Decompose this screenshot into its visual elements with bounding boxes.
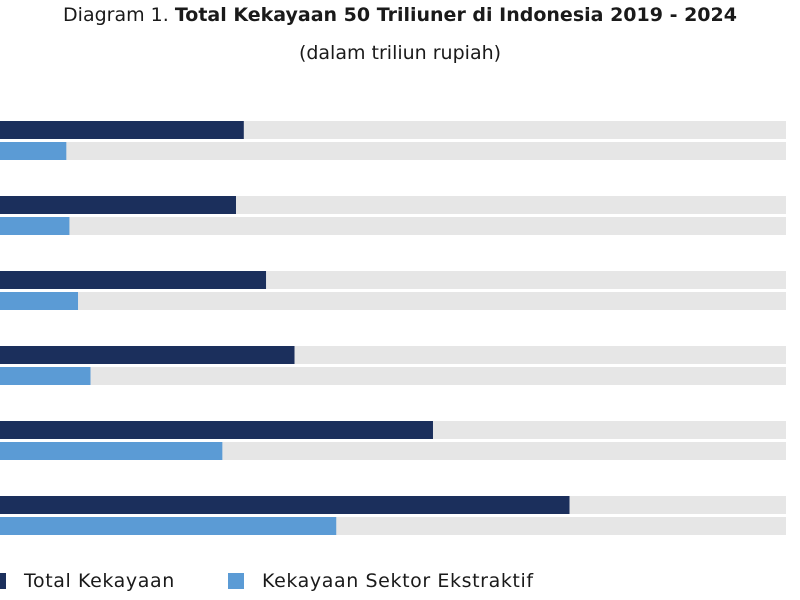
legend-label-total: Total Kekayaan xyxy=(24,570,175,592)
bar-ekstraktif-5 xyxy=(0,517,337,535)
legend-label-ekstraktif: Kekayaan Sektor Ekstraktif xyxy=(262,570,534,592)
bar-total-1 xyxy=(0,196,236,214)
bar-ekstraktif-0 xyxy=(0,142,67,160)
bar-ekstraktif-4 xyxy=(0,442,223,460)
chart-title-prefix: Diagram 1. xyxy=(63,4,175,26)
bar-track-ekstraktif-0 xyxy=(0,142,786,160)
legend-swatch-ekstraktif xyxy=(228,573,244,589)
bar-total-4 xyxy=(0,421,433,439)
bar-ekstraktif-1 xyxy=(0,217,70,235)
bar-ekstraktif-3 xyxy=(0,367,91,385)
chart-subtitle: (dalam triliun rupiah) xyxy=(298,42,502,64)
bar-total-3 xyxy=(0,346,295,364)
bar-total-0 xyxy=(0,121,244,139)
bar-total-2 xyxy=(0,271,267,289)
bar-track-ekstraktif-3 xyxy=(0,367,786,385)
legend-item-ekstraktif: Kekayaan Sektor Ekstraktif xyxy=(228,570,534,592)
bar-ekstraktif-2 xyxy=(0,292,79,310)
chart-title: Diagram 1. Total Kekayaan 50 Triliuner d… xyxy=(0,4,800,26)
bar-track-ekstraktif-1 xyxy=(0,217,786,235)
bar-track-ekstraktif-2 xyxy=(0,292,786,310)
bar-total-5 xyxy=(0,496,570,514)
chart-title-main: Total Kekayaan 50 Triliuner di Indonesia… xyxy=(174,4,737,26)
legend-swatch-total xyxy=(0,573,6,589)
legend-item-total: Total Kekayaan xyxy=(0,570,175,592)
